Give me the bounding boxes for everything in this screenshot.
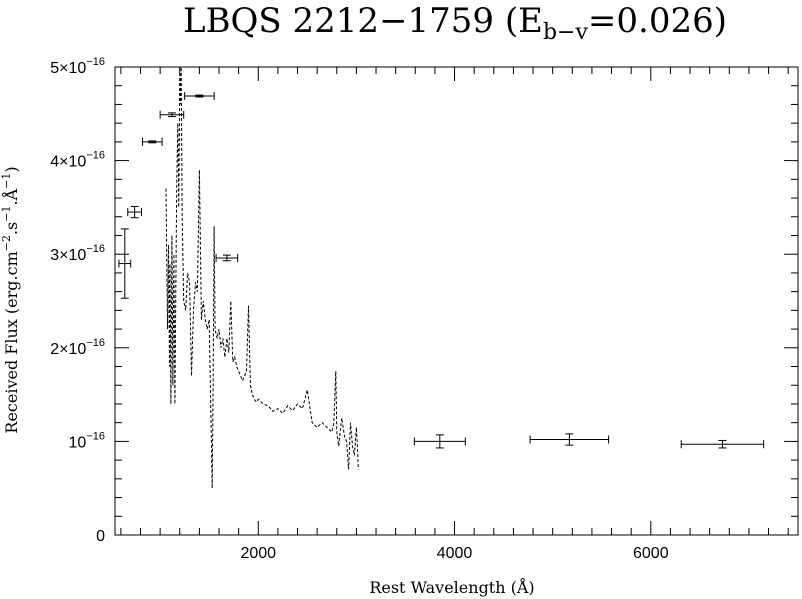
error-bar-point <box>529 433 610 446</box>
y-tick-label: 0 <box>96 528 105 545</box>
error-bar-point <box>215 253 239 262</box>
error-bar-point <box>141 137 163 146</box>
x-tick-label: 6000 <box>633 545 669 562</box>
y-axis-label-end: ) <box>2 166 21 172</box>
error-bar-point <box>159 110 185 119</box>
photometry-series <box>118 92 765 449</box>
error-bar-point <box>184 92 215 101</box>
y-axis-label-sup-1: −2 <box>0 235 13 251</box>
y-axis-label-mid-1: .s <box>2 222 21 235</box>
y-tick-label: 10−16 <box>69 430 105 451</box>
plot-frame <box>114 66 799 536</box>
x-tick-label: 4000 <box>437 545 473 562</box>
chart-title-tail: =0.026) <box>588 1 727 41</box>
chart-title-subscript: b−v <box>543 20 589 45</box>
x-tick-labels: 2000 4000 6000 <box>240 545 668 562</box>
y-tick-label: 5×10−16 <box>50 56 105 77</box>
y-axis-label-mid-2: .Å <box>1 188 21 205</box>
chart-title: LBQS 2212−1759 (Eb−v=0.026) <box>183 1 727 45</box>
y-axis-label: Received Flux (erg.cm−2.s−1.Å−1) <box>0 166 21 433</box>
y-tick-label: 4×10−16 <box>50 150 105 171</box>
error-bar-point <box>118 228 132 299</box>
y-axis-label-sup-2: −1 <box>0 206 13 222</box>
x-tick-label: 2000 <box>240 545 276 562</box>
y-tick-label: 3×10−16 <box>50 243 105 264</box>
y-tick-label: 2×10−16 <box>50 337 105 358</box>
error-bar-point <box>127 205 142 219</box>
error-bar-point <box>413 434 466 449</box>
spectrum-series <box>165 66 359 489</box>
error-bar-point <box>680 439 765 449</box>
y-tick-labels: 0 10−16 2×10−16 3×10−16 4×10−16 5×10−16 <box>50 56 105 545</box>
spectrum-line <box>165 66 359 489</box>
axis-ticks <box>115 66 798 536</box>
y-axis-label-sup-3: −1 <box>0 173 13 189</box>
x-axis-label: Rest Wavelength (Å) <box>369 577 534 597</box>
